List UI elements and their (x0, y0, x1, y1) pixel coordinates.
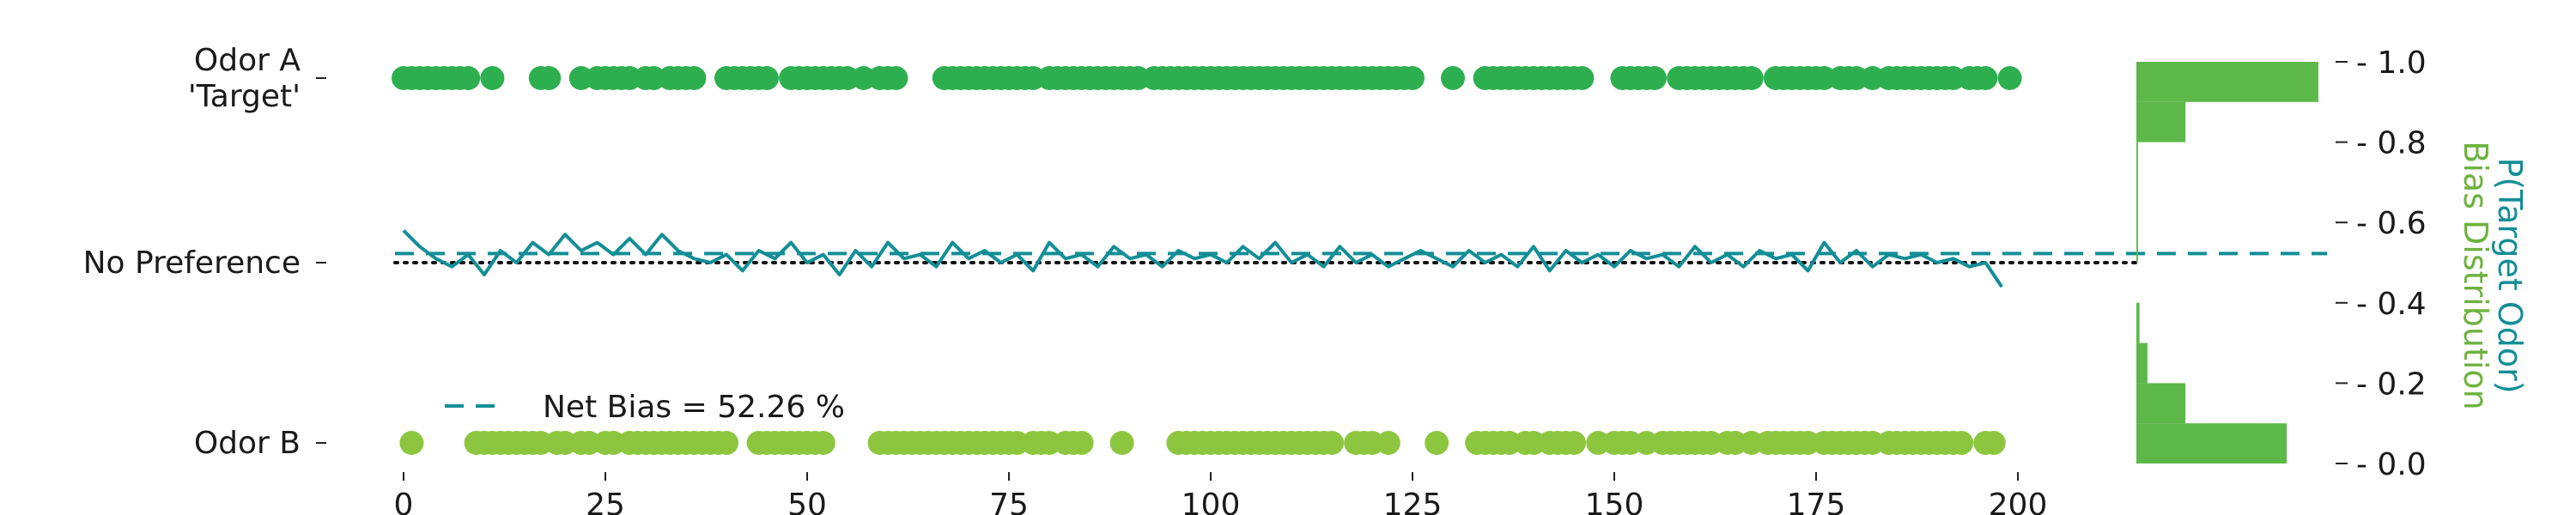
odor-b-point-86 (1376, 431, 1400, 455)
odor-b-point-136 (1949, 431, 1974, 455)
odor-b-point-82 (1320, 431, 1344, 455)
histogram-bar-1 (2136, 383, 2186, 424)
x-tick-label-50: 50 (787, 488, 827, 515)
x-tick-label-0: 0 (394, 488, 414, 515)
probability-line (402, 229, 2003, 288)
legend-label: Net Bias = 52.26 % (543, 390, 845, 425)
right-tick-label-0.2: - 0.2 (2356, 367, 2427, 402)
odor-a-label-0: Odor A (194, 43, 301, 78)
odor-b-points (399, 431, 2006, 455)
x-axis: 0 25 50 75 100 125 150 175 200 (394, 472, 2048, 515)
odor-a-point-9 (480, 66, 505, 90)
odor-a-points (392, 66, 2022, 90)
odor-a-point-99 (1441, 66, 1465, 90)
odor-b-point-98 (1562, 431, 1586, 455)
right-tick-label-0.0: - 0.0 (2356, 447, 2427, 482)
no-preference-label-0: No Preference (83, 245, 301, 281)
left-axis-labels: Odor A'Target' No Preference Odor B (83, 43, 301, 461)
odor-a-point-150 (1973, 66, 1998, 90)
odor-a-label-1: 'Target' (188, 79, 301, 114)
odor-a-point-23 (682, 66, 707, 90)
histogram-bar-0 (2136, 423, 2287, 464)
odor-b-point-87 (1425, 431, 1449, 455)
right-axis-label-p-target: P(Target Odor) (2491, 157, 2529, 393)
odor-b-point-62 (1109, 431, 1134, 455)
odor-a-point-127 (1739, 66, 1764, 90)
x-tick-label-125: 125 (1383, 488, 1443, 515)
legend: Net Bias = 52.26 % (445, 390, 845, 425)
x-tick-label-200: 200 (1989, 488, 2048, 515)
histogram-bar-4 (2136, 142, 2138, 263)
histogram-bar-3 (2136, 302, 2140, 343)
histogram-bar-5 (2136, 101, 2186, 142)
odor-b-point-37 (811, 431, 835, 455)
right-tick-label-1.0: - 1.0 (2356, 45, 2427, 81)
odor-a-point-117 (1643, 66, 1667, 90)
odor-b-point-138 (1981, 431, 2006, 455)
odor-a-point-41 (884, 66, 908, 90)
right-tick-label-0.6: - 0.6 (2356, 206, 2427, 241)
odor-a-point-98 (1400, 66, 1425, 90)
bias-histogram (2136, 62, 2318, 464)
x-tick-label-175: 175 (1787, 488, 1846, 515)
right-tick-label-0.4: - 0.4 (2356, 287, 2427, 322)
left-axis-ticks (316, 77, 326, 444)
right-axis-labels: P(Target Odor)Bias Distribution (2457, 141, 2529, 409)
x-tick-label-150: 150 (1585, 488, 1644, 515)
odor-a-point-151 (1997, 66, 2022, 90)
right-axis: - 0.0 - 0.2 - 0.4 - 0.6 - 0.8 - 1.0 (2336, 45, 2427, 482)
odor-b-point-0 (399, 431, 424, 455)
histogram-bar-2 (2136, 342, 2148, 384)
x-tick-label-100: 100 (1182, 488, 1241, 515)
histogram-bar-6 (2136, 62, 2318, 102)
odor-b-point-28 (714, 431, 738, 455)
odor-a-point-112 (1570, 66, 1595, 90)
x-tick-label-75: 75 (989, 488, 1029, 515)
odor-a-point-29 (755, 66, 779, 90)
odor-b-label-0: Odor B (194, 426, 301, 461)
right-tick-label-0.8: - 0.8 (2356, 126, 2427, 161)
right-axis-label-bias-distribution: Bias Distribution (2457, 141, 2494, 409)
odor-a-point-8 (456, 66, 481, 90)
odor-a-point-11 (537, 66, 562, 90)
x-tick-label-25: 25 (586, 488, 625, 515)
odor-b-point-61 (1069, 431, 1094, 455)
